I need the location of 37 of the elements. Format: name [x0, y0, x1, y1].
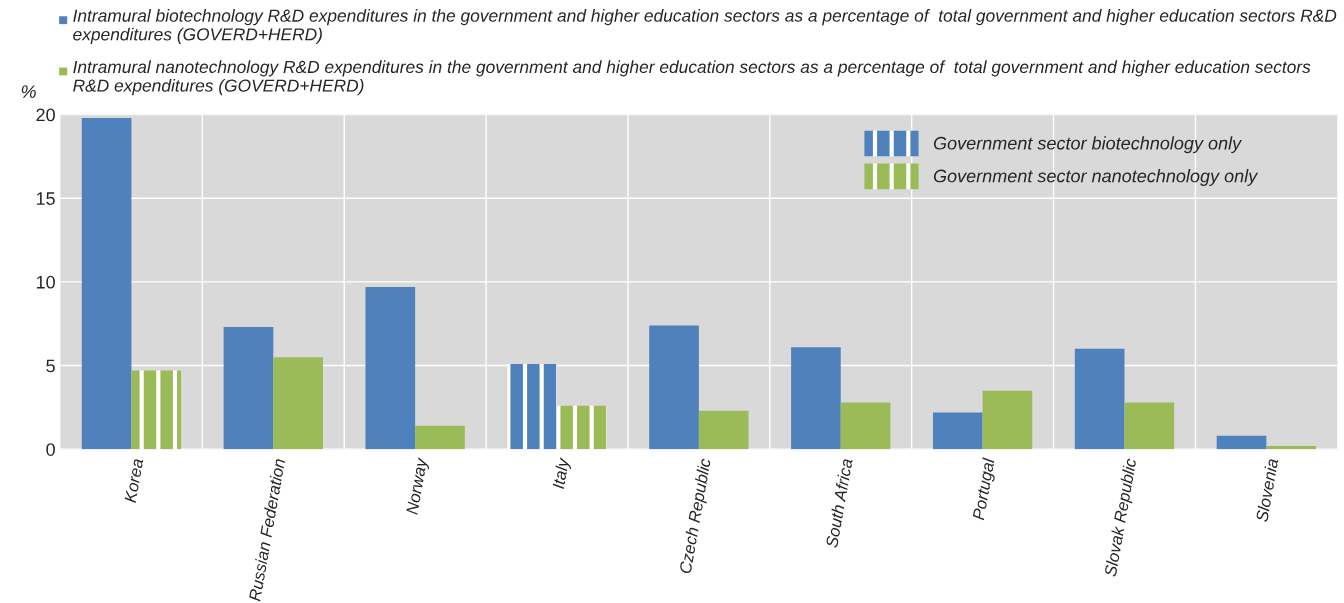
- legend-label: Intramural biotechnology R&D expenditures in the government and higher education sectors as a percentage of total government and higher education sectors R&D expenditures (GOVERD+HERD): [73, 9, 1337, 44]
- bar: [1124, 402, 1175, 450]
- x-tick-label: South Africa: [825, 458, 853, 549]
- y-tick-label: 0: [46, 443, 55, 456]
- bar: [840, 402, 891, 450]
- legend-label: Government sector nanotechnology only: [933, 169, 1259, 186]
- bar: [1266, 445, 1316, 450]
- x-tick-label: Slovenia: [1255, 458, 1279, 523]
- legend-label: Intramural nanotechnology R&D expenditures in the government and higher education sectors as a percentage of total government and higher education sectors R&D expenditures (GOVERD+HERD): [73, 60, 1311, 96]
- bar: [698, 410, 749, 450]
- bar: [932, 412, 983, 450]
- x-tick-label: Korea: [124, 458, 144, 503]
- bar: [81, 117, 132, 450]
- y-tick-label: 20: [36, 108, 55, 122]
- bar: [1216, 435, 1267, 450]
- bar: [982, 390, 1033, 450]
- x-tick-label: Norway: [406, 456, 431, 516]
- bar: [649, 325, 699, 450]
- bar: [273, 357, 323, 450]
- bar: [223, 327, 274, 450]
- y-axis-title: %: [21, 85, 36, 98]
- x-tick-label: Portugal: [971, 457, 998, 521]
- bar: [791, 347, 841, 450]
- x-tick-label: Italy: [551, 456, 573, 490]
- bar: [415, 425, 465, 450]
- bar: [557, 405, 607, 450]
- bar: [507, 363, 558, 450]
- x-tick-label: Slovak Republic: [1103, 457, 1140, 578]
- x-tick-label: Russian Federation: [248, 458, 286, 602]
- y-tick-label: 10: [36, 275, 55, 289]
- legend-label: Government sector biotechnology only: [933, 136, 1243, 154]
- y-tick-label: 15: [36, 192, 55, 205]
- bar: [365, 286, 416, 450]
- y-tick-label: 5: [46, 359, 55, 373]
- bar: [131, 370, 182, 450]
- x-tick-label: Czech Republic: [678, 457, 715, 575]
- bar: [1074, 348, 1125, 450]
